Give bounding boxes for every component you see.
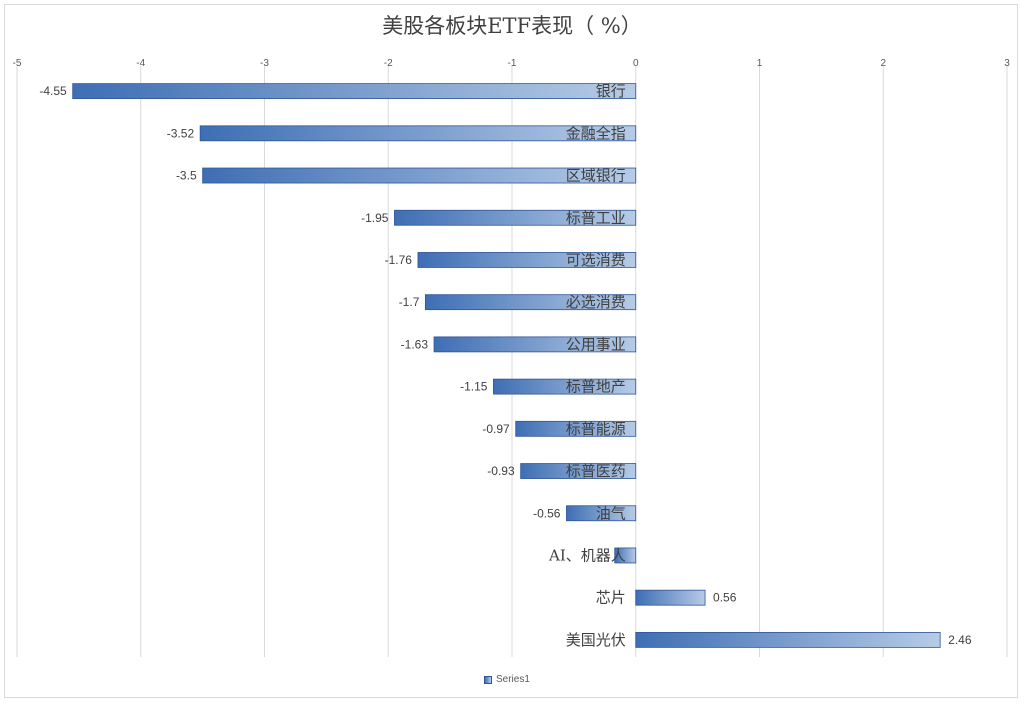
bar	[520, 463, 637, 479]
data-label: -1.15	[460, 380, 488, 394]
x-tick-label: -3	[260, 58, 269, 69]
x-tick-label: 0	[633, 58, 639, 69]
bar	[566, 505, 637, 522]
category-label: 公用事业	[566, 335, 626, 353]
legend: Series1	[484, 674, 530, 685]
category-label: 标普地产	[566, 378, 626, 396]
data-label: -3.52	[167, 126, 195, 140]
bar	[635, 631, 941, 648]
data-label: -0.93	[487, 464, 515, 478]
x-tick-label: 3	[1004, 58, 1010, 69]
category-label: 标普能源	[566, 420, 626, 438]
category-label: 金融全指	[566, 124, 626, 142]
x-tick-label: -5	[13, 58, 22, 69]
legend-label: Series1	[496, 674, 530, 685]
category-label: 美国光伏	[566, 631, 626, 649]
category-label: 可选消费	[566, 251, 626, 269]
data-label: -1.76	[385, 253, 413, 267]
legend-swatch	[484, 675, 492, 684]
bar	[433, 336, 637, 353]
x-tick-label: 1	[757, 58, 763, 69]
data-label: -1.7	[399, 295, 420, 309]
category-label: 银行	[596, 82, 626, 100]
category-label: 标普工业	[566, 209, 626, 227]
x-tick-label: -2	[384, 58, 393, 69]
data-label: 2.46	[948, 633, 972, 647]
bar	[493, 378, 637, 395]
bar	[202, 167, 637, 184]
bar	[614, 547, 637, 564]
chart-frame	[4, 4, 1018, 698]
category-label: 区域银行	[566, 167, 626, 185]
data-label: 0.56	[713, 591, 737, 605]
bar	[72, 83, 637, 100]
x-tick-label: 2	[880, 58, 886, 69]
data-label: -1.63	[401, 337, 429, 351]
category-label: AI、机器人	[548, 546, 626, 564]
bar	[417, 252, 637, 268]
bar	[635, 589, 706, 606]
x-tick-label: -4	[136, 58, 145, 69]
bar	[515, 420, 637, 437]
category-label: 标普医药	[566, 462, 626, 480]
data-label: -3.5	[176, 169, 197, 183]
data-label: -1.95	[361, 211, 389, 225]
category-label: 必选消费	[566, 293, 626, 311]
data-label: -0.56	[533, 506, 561, 520]
data-label: -4.55	[39, 84, 67, 98]
x-tick-label: -1	[508, 58, 517, 69]
chart-title: 美股各板块ETF表现（ %）	[382, 14, 642, 38]
category-label: 芯片	[596, 589, 626, 607]
bar	[199, 125, 637, 142]
data-label: -0.97	[482, 422, 510, 436]
category-label: 油气	[596, 504, 626, 522]
bar	[394, 209, 637, 226]
bar	[424, 294, 637, 311]
